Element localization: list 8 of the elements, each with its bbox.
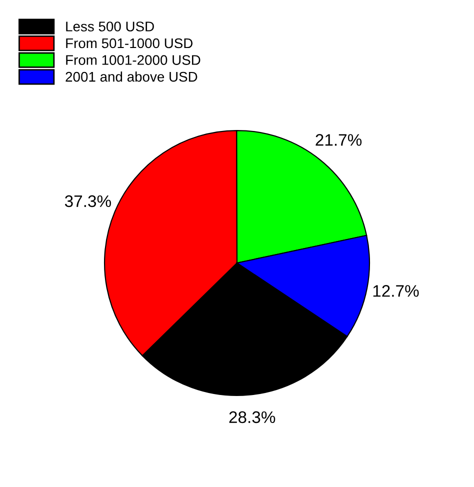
legend-label: 2001 and above USD (66, 72, 198, 82)
data-label: 12.7% (373, 285, 419, 297)
data-label: 37.3% (64, 195, 111, 208)
legend-label: Less 500 USD (66, 22, 154, 32)
data-label: 21.7% (316, 134, 362, 146)
legend-label: From 1001-2000 USD (66, 55, 200, 65)
legend-label: From 501-1000 USD (66, 38, 193, 48)
data-label: 28.3% (229, 411, 276, 424)
